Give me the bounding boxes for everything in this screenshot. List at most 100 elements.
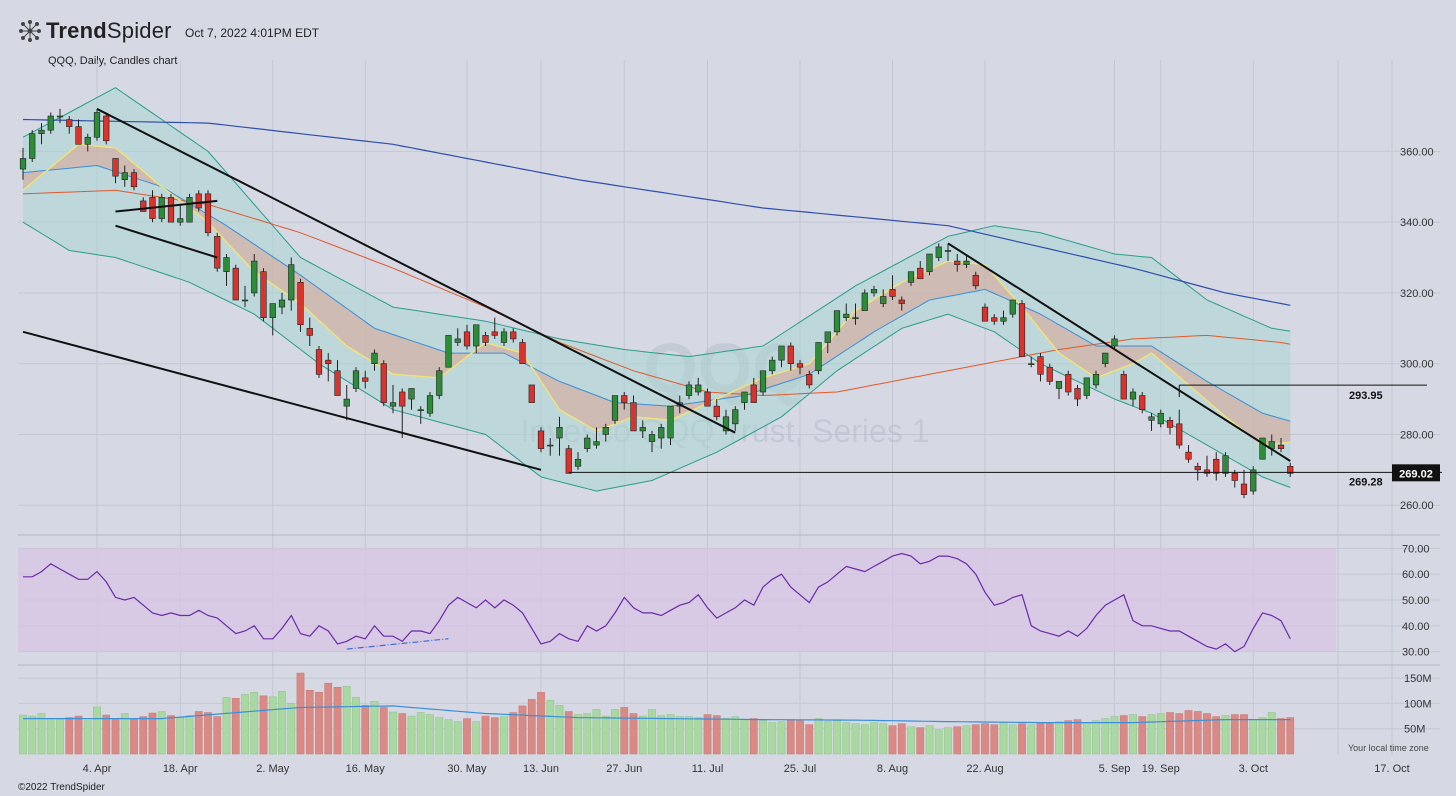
candle <box>84 133 91 152</box>
bear-candle-body <box>297 282 304 326</box>
volume-bar-up <box>93 706 101 755</box>
volume-bar-down <box>1193 711 1202 755</box>
volume-bar-down <box>130 718 138 755</box>
volume-bar-up <box>342 685 351 755</box>
volume-bar-up <box>546 700 555 755</box>
candle <box>1018 300 1026 357</box>
volume-tick-label: 150M <box>1404 673 1432 685</box>
volume-panel <box>19 672 1295 755</box>
candle <box>732 406 739 431</box>
volume-bar-down <box>712 715 721 755</box>
candle <box>574 452 582 470</box>
bear-candle-body <box>889 289 896 297</box>
volume-bar-up <box>740 719 749 755</box>
bear-candle-body <box>621 395 628 403</box>
last-price-label: 269.02 <box>1399 468 1433 480</box>
timezone-note: Your local time zone <box>1348 743 1429 753</box>
bull-candle-body <box>56 115 64 118</box>
bear-candle-body <box>537 430 545 449</box>
rsi-tick-label: 70.00 <box>1402 543 1430 555</box>
volume-bar-up <box>28 715 37 755</box>
candle <box>436 367 443 400</box>
candle <box>1157 409 1164 428</box>
candle <box>334 360 341 396</box>
candle <box>343 384 350 421</box>
candle <box>667 405 674 446</box>
price-tick-label: 360.00 <box>1400 146 1434 158</box>
bull-candle-body <box>445 335 452 368</box>
volume-bar-up <box>999 722 1008 755</box>
rsi-band <box>18 548 1336 652</box>
volume-bar-down <box>1166 712 1174 755</box>
ema-mid-line <box>22 164 1291 422</box>
bear-candle-body <box>463 331 471 347</box>
candle <box>223 254 230 286</box>
brand-name-light: Trend <box>46 18 107 43</box>
volume-bar-down <box>481 715 490 755</box>
bull-candle-body <box>417 409 424 411</box>
volume-bar-down <box>509 712 518 755</box>
time-tick-label: 5. Sep <box>1099 763 1131 775</box>
bear-candle-body <box>260 271 267 318</box>
bull-candle-body <box>870 289 878 294</box>
volume-bar-up <box>1082 722 1091 755</box>
volume-bar-down <box>490 717 499 755</box>
resistance-level-label: 293.95 <box>1349 390 1383 402</box>
candle <box>362 370 369 389</box>
candle <box>537 427 545 453</box>
bull-candle-body <box>907 271 915 283</box>
bull-candle-body <box>602 427 609 435</box>
candle <box>260 268 267 322</box>
candle <box>38 123 45 145</box>
volume-bar-down <box>102 714 111 755</box>
bear-candle-body <box>491 331 498 336</box>
candle <box>1213 452 1220 481</box>
bear-candle-body <box>315 349 323 375</box>
bull-candle-body <box>241 299 249 302</box>
volume-bar-up <box>833 720 841 755</box>
bull-candle-body <box>935 246 942 258</box>
volume-bar-down <box>324 682 333 755</box>
volume-bar-down <box>953 726 962 755</box>
volume-bar-up <box>407 715 416 755</box>
candle <box>870 285 878 297</box>
volume-bar-up <box>944 727 952 755</box>
bull-candle-body <box>84 136 91 145</box>
candle <box>1120 370 1127 400</box>
volume-bar-up <box>435 717 444 755</box>
bull-candle-body <box>547 444 554 447</box>
bear-candle-body <box>750 384 757 403</box>
candle <box>195 190 202 212</box>
candle <box>769 356 776 375</box>
bear-candle-body <box>130 172 138 188</box>
volume-bar-up <box>648 709 656 755</box>
bear-candle-body <box>991 317 998 322</box>
candle <box>722 409 730 435</box>
volume-bar-up <box>860 724 869 755</box>
candle <box>315 346 323 378</box>
candle <box>482 331 489 346</box>
bear-candle-body <box>1046 366 1053 382</box>
bull-candle-body <box>408 388 415 400</box>
bull-candle-body <box>1055 381 1063 389</box>
candle <box>177 204 184 226</box>
candle <box>1000 310 1007 325</box>
candle <box>121 165 128 187</box>
price-tick-label: 280.00 <box>1400 429 1434 441</box>
bull-candle-body <box>278 299 286 308</box>
bear-candle-body <box>796 363 804 368</box>
volume-bar-up <box>842 722 851 755</box>
rsi-tick-label: 40.00 <box>1402 621 1430 633</box>
rsi-tick-label: 60.00 <box>1402 569 1430 581</box>
time-tick-label: 19. Sep <box>1142 763 1180 775</box>
candle <box>454 328 461 346</box>
bear-candle-body <box>140 200 147 212</box>
bull-candle-body <box>371 352 378 364</box>
bull-candle-body <box>186 197 193 223</box>
volume-bar-up <box>1092 720 1100 755</box>
bull-candle-body <box>426 395 434 414</box>
candle <box>186 193 193 223</box>
candle <box>1277 438 1285 453</box>
support-level-label: 269.28 <box>1349 476 1383 488</box>
